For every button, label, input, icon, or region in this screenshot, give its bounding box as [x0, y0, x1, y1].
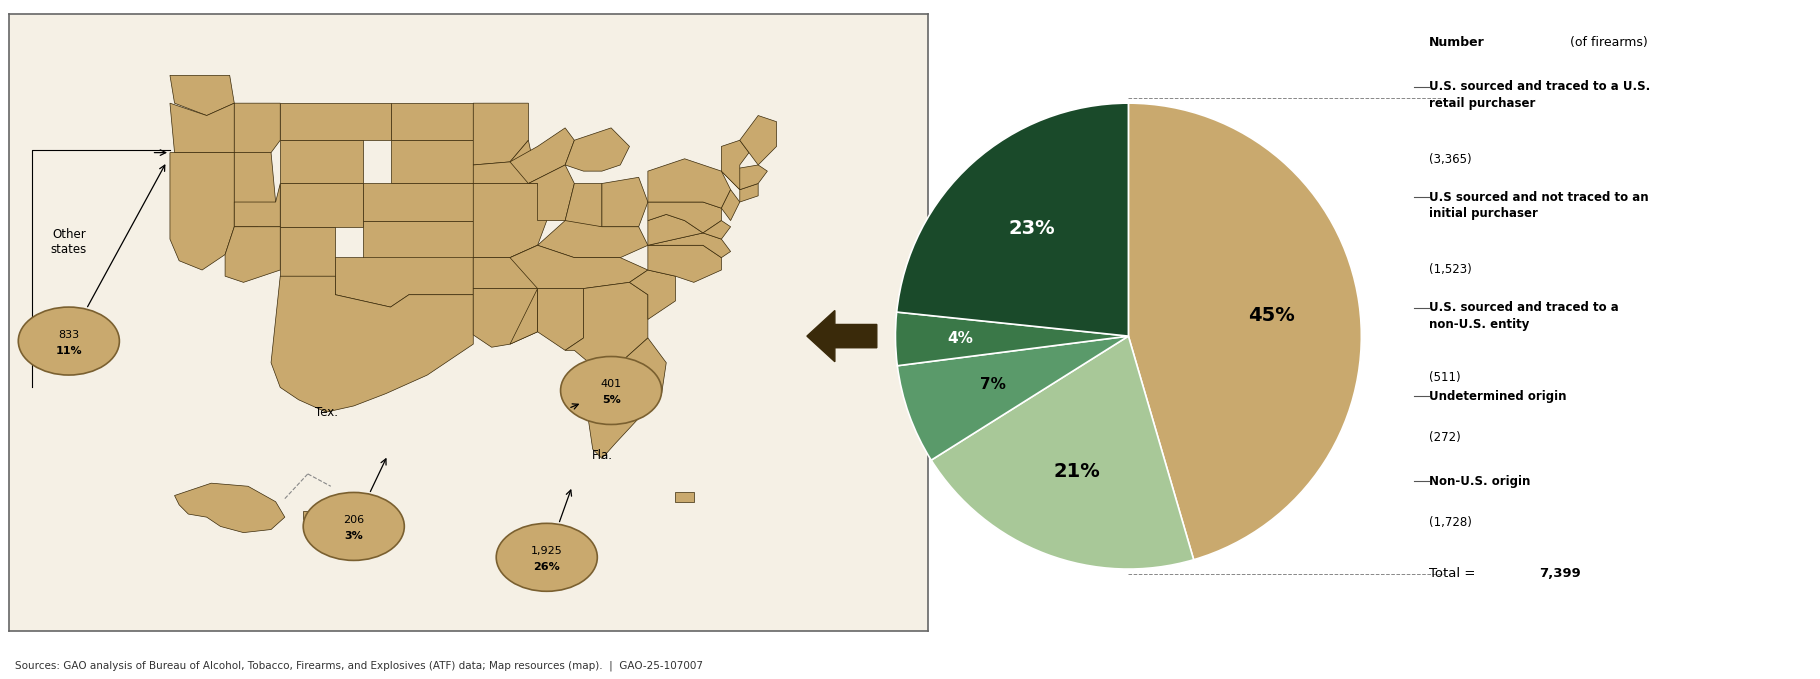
FancyArrow shape — [806, 310, 877, 362]
Text: 5%: 5% — [602, 395, 621, 405]
Polygon shape — [537, 289, 584, 350]
Text: 11%: 11% — [56, 346, 82, 356]
Text: 4%: 4% — [948, 331, 974, 346]
Polygon shape — [169, 75, 235, 115]
Text: (1,728): (1,728) — [1429, 516, 1472, 529]
Polygon shape — [235, 103, 280, 153]
Polygon shape — [175, 483, 286, 532]
Polygon shape — [473, 245, 537, 289]
Polygon shape — [280, 183, 362, 227]
Text: U.S. sourced and traced to a
non-U.S. entity: U.S. sourced and traced to a non-U.S. en… — [1429, 301, 1618, 331]
Polygon shape — [226, 227, 280, 282]
Text: (511): (511) — [1429, 371, 1460, 384]
Text: 1,925: 1,925 — [531, 546, 562, 556]
Polygon shape — [648, 202, 721, 233]
Polygon shape — [391, 103, 473, 141]
Polygon shape — [280, 141, 362, 183]
Text: Ga.: Ga. — [564, 393, 584, 406]
Polygon shape — [739, 115, 777, 165]
Polygon shape — [473, 289, 537, 347]
Wedge shape — [895, 312, 1128, 366]
Circle shape — [18, 307, 120, 375]
Polygon shape — [271, 276, 473, 412]
Text: 45%: 45% — [1249, 306, 1294, 325]
Wedge shape — [897, 336, 1128, 460]
Text: 21%: 21% — [1054, 462, 1101, 481]
Polygon shape — [721, 189, 739, 221]
Text: Tex.: Tex. — [315, 405, 339, 419]
Polygon shape — [630, 270, 675, 319]
Polygon shape — [235, 183, 280, 227]
Text: Non-U.S. origin: Non-U.S. origin — [1429, 475, 1531, 488]
Polygon shape — [721, 165, 768, 189]
Polygon shape — [648, 159, 730, 208]
Text: Sources: GAO analysis of Bureau of Alcohol, Tobacco, Firearms, and Explosives (A: Sources: GAO analysis of Bureau of Alcoh… — [15, 661, 703, 671]
Polygon shape — [280, 103, 391, 141]
Text: 7%: 7% — [979, 378, 1005, 392]
Circle shape — [561, 356, 662, 424]
Wedge shape — [897, 103, 1128, 336]
Circle shape — [497, 524, 597, 591]
Text: Fla.: Fla. — [592, 449, 612, 462]
Polygon shape — [391, 141, 473, 183]
Text: (272): (272) — [1429, 430, 1460, 444]
Polygon shape — [510, 289, 537, 344]
Text: Other
states: Other states — [51, 228, 87, 256]
Text: U.S sourced and not traced to an
initial purchaser: U.S sourced and not traced to an initial… — [1429, 191, 1649, 221]
Text: Number: Number — [1429, 36, 1485, 49]
Polygon shape — [473, 141, 537, 183]
Polygon shape — [510, 128, 575, 183]
Polygon shape — [588, 338, 666, 458]
Polygon shape — [473, 103, 528, 165]
Text: 26%: 26% — [533, 562, 561, 572]
Polygon shape — [566, 183, 602, 227]
Text: 206: 206 — [344, 515, 364, 526]
Polygon shape — [304, 511, 317, 519]
Polygon shape — [675, 492, 693, 502]
Text: Undetermined origin: Undetermined origin — [1429, 390, 1567, 403]
Text: 23%: 23% — [1008, 219, 1056, 238]
Polygon shape — [169, 153, 235, 270]
Text: 833: 833 — [58, 330, 80, 340]
Polygon shape — [537, 221, 648, 257]
Polygon shape — [648, 245, 721, 282]
Polygon shape — [703, 221, 730, 239]
Polygon shape — [235, 153, 275, 227]
Circle shape — [304, 492, 404, 560]
Polygon shape — [739, 183, 759, 202]
Text: (1,523): (1,523) — [1429, 263, 1471, 276]
Polygon shape — [566, 128, 630, 171]
Polygon shape — [510, 245, 648, 289]
Text: 7,399: 7,399 — [1538, 566, 1580, 580]
Polygon shape — [335, 257, 473, 307]
Polygon shape — [528, 165, 575, 221]
Text: (of firearms): (of firearms) — [1565, 36, 1647, 49]
Polygon shape — [648, 215, 703, 245]
Text: Total =: Total = — [1429, 566, 1480, 580]
Polygon shape — [473, 183, 546, 257]
Text: (3,365): (3,365) — [1429, 153, 1471, 166]
Polygon shape — [362, 183, 473, 221]
Wedge shape — [1128, 103, 1361, 559]
Polygon shape — [331, 504, 353, 517]
Text: 3%: 3% — [344, 531, 364, 541]
Wedge shape — [932, 336, 1194, 569]
Polygon shape — [566, 282, 648, 366]
Polygon shape — [602, 177, 648, 227]
Polygon shape — [280, 227, 335, 276]
Polygon shape — [362, 221, 473, 257]
Text: 401: 401 — [601, 380, 622, 389]
Text: U.S. sourced and traced to a U.S.
retail purchaser: U.S. sourced and traced to a U.S. retail… — [1429, 80, 1651, 110]
Polygon shape — [648, 233, 730, 257]
Polygon shape — [169, 103, 235, 153]
Polygon shape — [721, 141, 750, 189]
